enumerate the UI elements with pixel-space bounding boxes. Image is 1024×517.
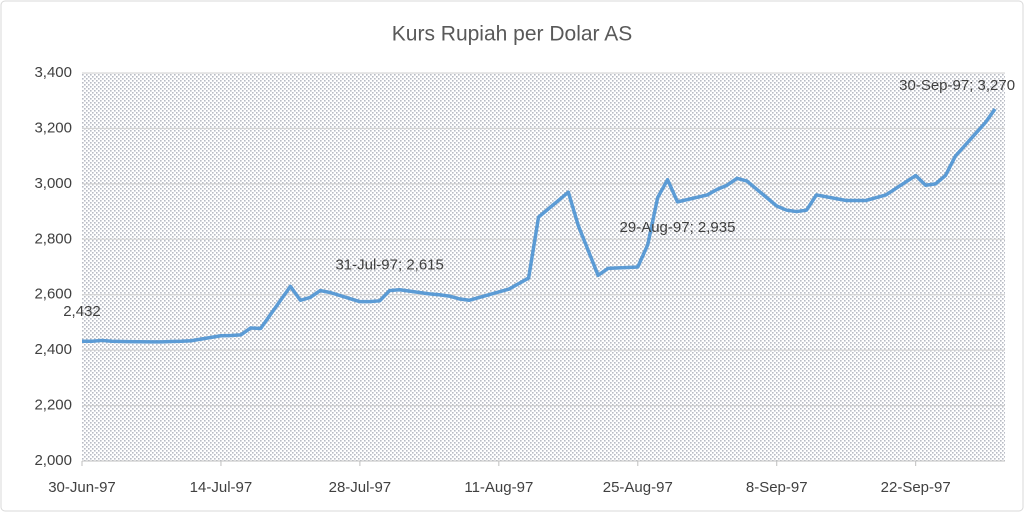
y-tick-label: 2,200 <box>34 397 72 414</box>
x-tick-label: 14-Jul-97 <box>190 479 253 496</box>
y-tick-label: 3,200 <box>34 119 72 136</box>
data-label: 2,432 <box>63 303 101 320</box>
y-tick-label: 2,400 <box>34 341 72 358</box>
y-tick-label: 2,000 <box>34 452 72 469</box>
data-label: 31-Jul-97; 2,615 <box>335 257 443 274</box>
x-tick-label: 8-Sep-97 <box>746 479 808 496</box>
y-tick-label: 3,000 <box>34 175 72 192</box>
x-tick-label: 30-Jun-97 <box>48 479 116 496</box>
y-tick-label: 2,800 <box>34 230 72 247</box>
data-label: 29-Aug-97; 2,935 <box>620 219 736 236</box>
plot-area <box>82 73 1005 461</box>
x-tick-label: 11-Aug-97 <box>464 479 533 496</box>
y-tick-label: 2,600 <box>34 286 72 303</box>
data-label: 30-Sep-97; 3,270 <box>899 77 1015 94</box>
y-tick-label: 3,400 <box>34 64 72 81</box>
x-tick-label: 22-Sep-97 <box>881 479 951 496</box>
data-line <box>82 108 997 344</box>
x-tick-label: 28-Jul-97 <box>329 479 392 496</box>
x-tick-label: 25-Aug-97 <box>603 479 673 496</box>
chart-title: Kurs Rupiah per Dolar AS <box>392 23 632 46</box>
